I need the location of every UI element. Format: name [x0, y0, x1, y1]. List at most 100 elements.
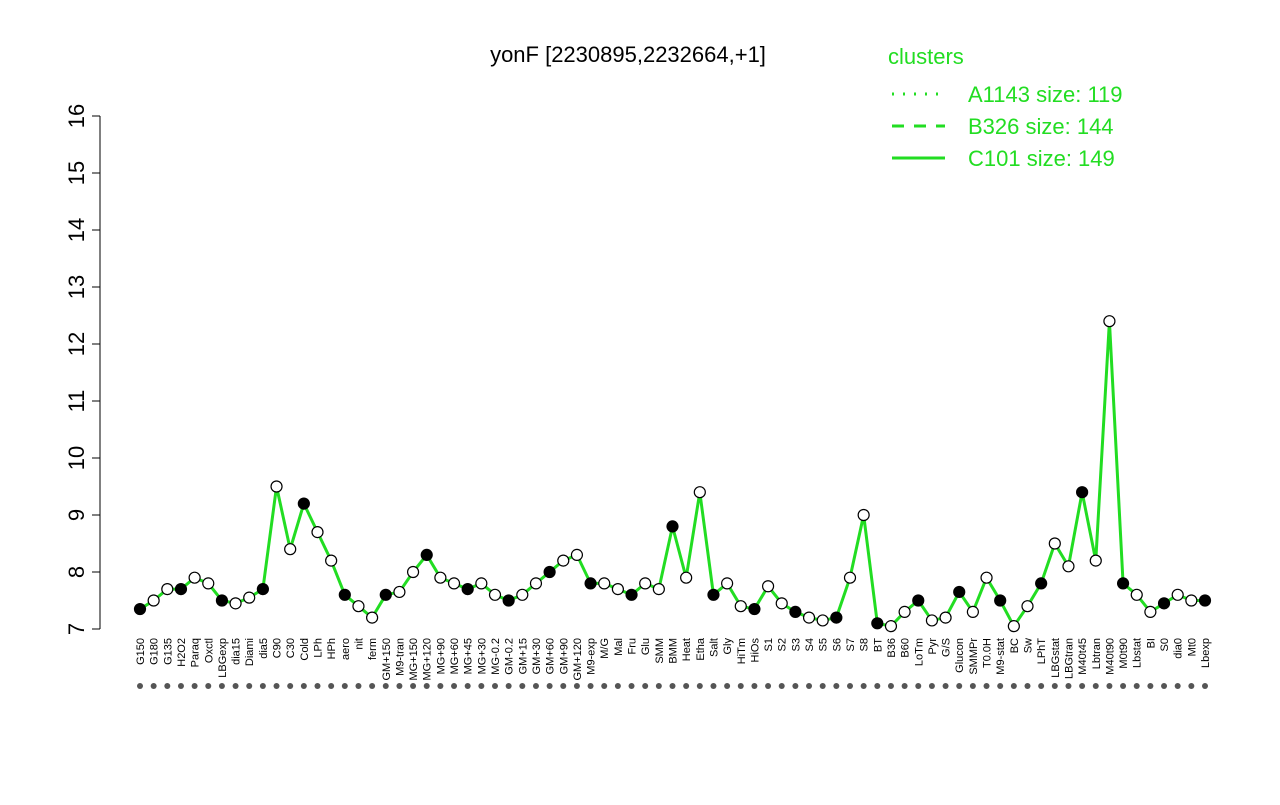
- x-tick-label: BT: [872, 638, 884, 652]
- rug-mark: [642, 683, 649, 689]
- y-tick-label: 16: [64, 104, 89, 128]
- rug-mark: [1147, 683, 1154, 689]
- x-tick-label: M/G: [599, 638, 611, 659]
- data-point: [884, 620, 898, 633]
- data-point: [680, 571, 693, 584]
- data-point: [461, 582, 474, 596]
- data-point: [857, 508, 870, 522]
- data-point: [133, 602, 147, 616]
- rug-mark: [355, 683, 362, 689]
- rug-mark: [655, 683, 662, 689]
- rug-mark: [860, 683, 867, 689]
- x-tick-label: BI: [1145, 638, 1157, 648]
- data-point: [761, 580, 775, 593]
- legend-label: B326 size: 144: [968, 114, 1114, 139]
- x-tick-label: G135: [162, 638, 174, 665]
- x-tick-label: dia0: [1173, 638, 1185, 659]
- rug-mark: [1133, 683, 1140, 689]
- x-tick-label: M9-tran: [394, 638, 406, 676]
- x-tick-label: GM+15: [517, 638, 529, 674]
- rug-mark: [1079, 683, 1086, 689]
- x-tick-label: HPh: [326, 638, 338, 659]
- rug-mark: [956, 683, 963, 689]
- data-point: [639, 577, 652, 590]
- rug-mark: [1024, 683, 1031, 689]
- data-point: [1062, 560, 1075, 573]
- data-point: [174, 582, 188, 596]
- rug-mark: [1051, 683, 1058, 689]
- rug-mark: [464, 683, 471, 689]
- x-tick-label: M9-stat: [995, 638, 1007, 675]
- rug-mark: [150, 683, 157, 689]
- x-tick-label: Sw: [1023, 638, 1035, 653]
- x-tick-label: LBGstat: [1050, 638, 1062, 678]
- data-point: [912, 594, 925, 607]
- x-tick-label: S1: [763, 638, 775, 651]
- rug-mark: [300, 683, 307, 689]
- data-point: [1103, 315, 1116, 328]
- rug-mark: [478, 683, 485, 689]
- data-point: [1116, 577, 1130, 590]
- x-tick-label: H2O2: [176, 638, 188, 667]
- data-point: [666, 520, 679, 533]
- x-tick-label: HiOs: [749, 638, 761, 663]
- data-point: [1021, 600, 1034, 613]
- rug-mark: [410, 683, 417, 689]
- x-tick-label: G180: [149, 638, 161, 665]
- x-tick-label: LPh: [313, 638, 325, 658]
- x-tick-label: MG+60: [449, 638, 461, 674]
- data-point: [147, 594, 160, 607]
- x-tick-label: S2: [777, 638, 789, 651]
- rug-mark: [573, 683, 580, 689]
- rug-mark: [751, 683, 758, 689]
- x-tick-label: Salt: [708, 638, 720, 657]
- x-tick-label: MG+90: [435, 638, 447, 674]
- rug-mark: [683, 683, 690, 689]
- x-tick-label: Lbexp: [1200, 638, 1212, 668]
- data-point: [243, 591, 256, 604]
- data-point: [1076, 486, 1089, 499]
- x-tick-label: SMM: [654, 638, 666, 664]
- x-tick-label: BC: [1009, 638, 1021, 653]
- rug-mark: [710, 683, 717, 689]
- rug-mark: [1202, 683, 1208, 689]
- data-point: [966, 605, 979, 619]
- rug-mark: [341, 683, 348, 689]
- rug-mark: [819, 683, 826, 689]
- x-tick-label: Lbtran: [1091, 638, 1103, 669]
- x-tick-label: GM+120: [572, 638, 584, 681]
- x-tick-label: GM-0.2: [504, 638, 516, 675]
- rug-mark: [492, 683, 498, 689]
- data-point: [789, 605, 802, 619]
- x-tick-label: GM+90: [558, 638, 570, 674]
- data-point: [352, 600, 365, 613]
- data-point: [775, 597, 788, 610]
- y-tick-label: 12: [64, 332, 89, 356]
- data-point: [625, 588, 638, 601]
- data-point: [1089, 554, 1102, 567]
- x-tick-label: MG-0.2: [490, 638, 502, 675]
- x-tick-label: Paraq: [190, 638, 202, 667]
- data-point: [1035, 577, 1048, 590]
- x-tick-label: S6: [831, 638, 843, 651]
- rug-mark: [765, 683, 772, 689]
- x-tick-label: M9-exp: [586, 638, 598, 675]
- rug-mark: [724, 683, 731, 689]
- x-tick-label: B36: [886, 638, 898, 658]
- data-point: [475, 577, 488, 590]
- data-point: [652, 582, 665, 596]
- x-tick-label: Lbstat: [1132, 638, 1144, 668]
- rug-mark: [847, 683, 853, 689]
- rug-mark: [1065, 683, 1072, 689]
- rug-mark: [532, 683, 539, 689]
- rug-mark: [806, 683, 813, 689]
- legend-title: clusters: [888, 44, 964, 69]
- rug-mark: [833, 683, 840, 689]
- rug-mark: [328, 683, 335, 689]
- data-point: [570, 548, 584, 562]
- data-point: [557, 554, 570, 567]
- rug-mark: [792, 683, 799, 689]
- data-point: [379, 588, 392, 601]
